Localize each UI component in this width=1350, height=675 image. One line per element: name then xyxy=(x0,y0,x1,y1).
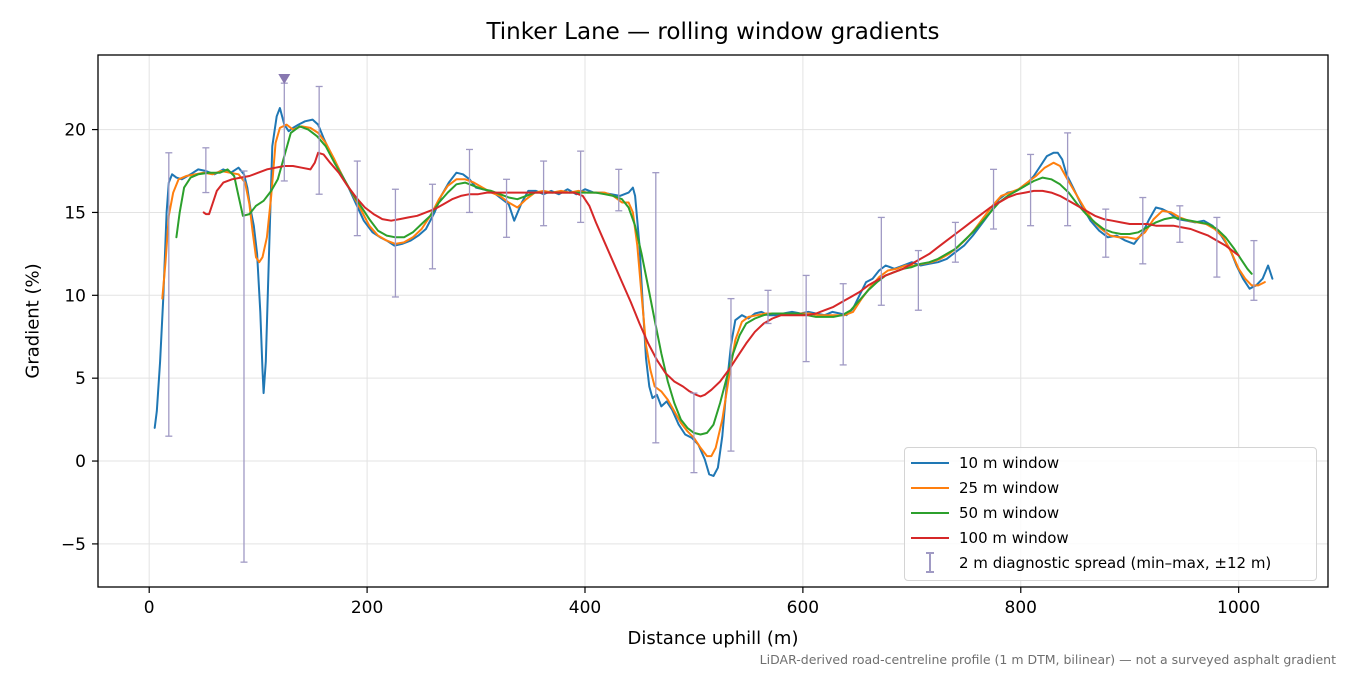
x-tick-label: 200 xyxy=(351,598,383,618)
legend: 10 m window 25 m window 50 m window 100 … xyxy=(904,447,1317,581)
series-line-1 xyxy=(153,107,1274,477)
x-tick-label: 600 xyxy=(787,598,819,618)
x-tick-label: 800 xyxy=(1005,598,1037,618)
y-tick-label: 15 xyxy=(64,203,86,223)
legend-line-icon xyxy=(911,487,949,489)
plot-frame xyxy=(97,54,1329,588)
x-axis-label: Distance uphill (m) xyxy=(627,628,799,649)
legend-line-icon xyxy=(911,512,949,514)
chart-title: Tinker Lane — rolling window gradients xyxy=(486,19,940,45)
legend-label: 100 m window xyxy=(959,528,1069,547)
legend-label: 50 m window xyxy=(959,503,1060,522)
legend-label: 25 m window xyxy=(959,478,1060,497)
series-line-4 xyxy=(202,151,1240,398)
legend-swatch xyxy=(911,475,949,500)
legend-label: 2 m diagnostic spread (min–max, ±12 m) xyxy=(959,553,1272,572)
y-tick-label: 0 xyxy=(75,452,86,472)
errorbar-icon xyxy=(929,552,931,573)
legend-item-100m: 100 m window xyxy=(905,525,1069,550)
legend-swatch xyxy=(911,500,949,525)
x-tick-label: 1000 xyxy=(1217,598,1260,618)
errorbar-cap-icon xyxy=(926,552,934,554)
series-group xyxy=(153,107,1274,477)
legend-swatch xyxy=(911,450,949,475)
legend-swatch xyxy=(911,525,949,550)
y-tick-label: 10 xyxy=(64,286,86,306)
y-axis-label: Gradient (%) xyxy=(22,263,44,379)
y-tick-label: −5 xyxy=(61,535,86,555)
legend-line-icon xyxy=(911,462,949,464)
x-tick-label: 400 xyxy=(569,598,601,618)
y-tick-label: 5 xyxy=(75,369,86,389)
legend-swatch xyxy=(911,550,949,575)
clipped-range-marker xyxy=(278,74,291,84)
footnote: LiDAR-derived road-centreline profile (1… xyxy=(759,652,1336,667)
diagnostic-errorbars xyxy=(165,74,1258,563)
errorbar-cap-icon xyxy=(926,571,934,573)
y-tick-label: 20 xyxy=(64,121,86,141)
x-tick-label: 0 xyxy=(144,598,155,618)
series-line-2 xyxy=(161,123,1266,458)
axis-ticks: 0 200 400 600 800 1000 −5 0 5 10 15 20 xyxy=(61,121,1260,618)
grid xyxy=(98,55,1328,587)
legend-item-50m: 50 m window xyxy=(905,500,1059,525)
legend-item-25m: 25 m window xyxy=(905,475,1059,500)
legend-line-icon xyxy=(911,537,949,539)
legend-label: 10 m window xyxy=(959,453,1060,472)
legend-item-10m: 10 m window xyxy=(905,450,1059,475)
legend-item-diagnostic: 2 m diagnostic spread (min–max, ±12 m) xyxy=(905,550,1271,575)
